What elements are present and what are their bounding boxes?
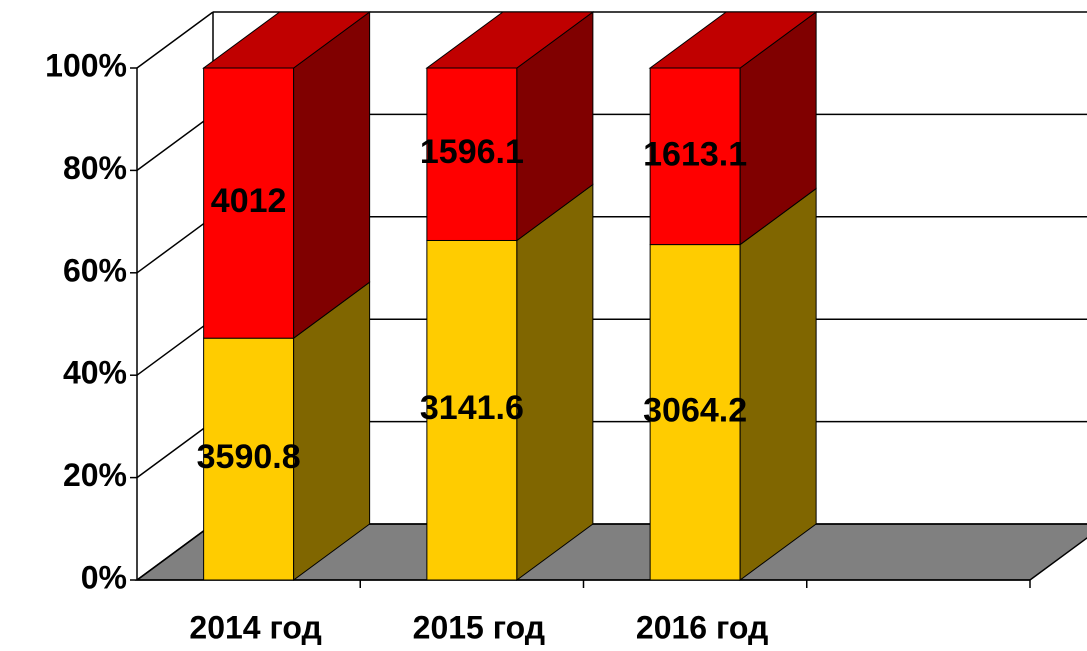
y-tick-label: 20% (63, 457, 127, 493)
bar-side (516, 183, 594, 581)
side-grid-line (136, 523, 214, 581)
x-tick-label: 2014 год (189, 609, 321, 645)
side-grid-line (136, 11, 214, 69)
y-tick-label: 100% (45, 47, 127, 83)
side-grid-line (136, 420, 214, 479)
bar-top (202, 11, 372, 69)
x-tick-label: 2016 год (636, 609, 768, 645)
bar-front (426, 239, 518, 581)
bar-top (425, 11, 595, 69)
side-grid-line (136, 216, 214, 274)
y-tick-label: 60% (63, 252, 127, 288)
side-grid-line (136, 318, 214, 376)
side-grid-line (136, 113, 214, 172)
bar-front (203, 337, 295, 581)
bar-side (293, 11, 371, 340)
bar-front (203, 67, 295, 339)
bar-side (739, 187, 817, 581)
data-label: 1596.1 (420, 133, 524, 171)
bar-front (649, 244, 741, 581)
bar-front (649, 67, 741, 246)
data-label: 1613.1 (643, 135, 747, 173)
data-label: 3064.2 (643, 391, 747, 429)
data-label: 4012 (211, 182, 287, 220)
bar-top (648, 11, 818, 69)
y-tick-label: 0% (81, 559, 127, 595)
data-label: 3590.8 (197, 438, 301, 476)
x-tick-label: 2015 год (413, 609, 545, 645)
y-tick-label: 40% (63, 355, 127, 391)
data-label: 3141.6 (420, 389, 524, 427)
y-tick-label: 80% (63, 150, 127, 186)
